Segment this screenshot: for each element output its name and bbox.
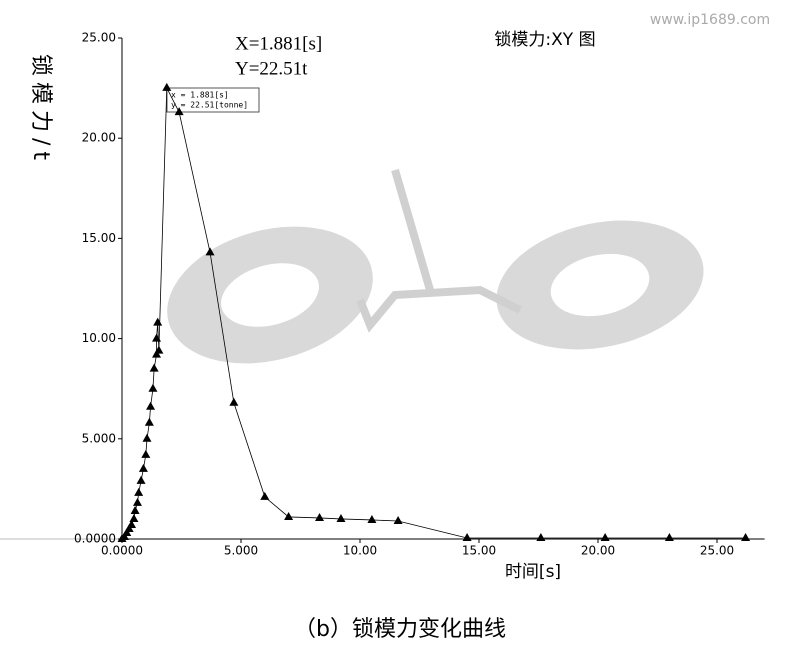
y-tick-label: 5.000 (82, 431, 116, 445)
data-point (142, 433, 152, 442)
x-tick-label: 5.000 (224, 544, 258, 558)
x-axis-label: 时间[s] (505, 562, 561, 582)
data-point (229, 397, 239, 406)
data-point (130, 505, 140, 514)
x-tick-label: 20.00 (581, 544, 615, 558)
data-point (462, 532, 472, 541)
caption: （b）锁模力变化曲线 (294, 617, 506, 642)
x-tick-label: 25.00 (700, 544, 734, 558)
y-tick-label: 0.0000 (74, 532, 116, 546)
data-point (141, 449, 151, 458)
data-point (284, 511, 294, 520)
y-tick-label: 25.00 (82, 31, 116, 45)
data-point (146, 401, 156, 410)
x-tick-label: 0.0000 (101, 544, 143, 558)
data-point (664, 532, 674, 541)
data-point (260, 491, 270, 500)
data-point (336, 513, 346, 522)
data-point (152, 349, 162, 358)
data-point (132, 497, 142, 506)
background-graphic (167, 168, 704, 364)
data-point (127, 519, 137, 528)
data-point (138, 463, 148, 472)
data-point (162, 82, 172, 91)
data-point (367, 514, 377, 523)
data-point (393, 515, 403, 524)
y-tick-label: 20.00 (82, 131, 116, 145)
data-point (144, 417, 154, 426)
data-point (124, 523, 134, 532)
data-point (122, 527, 132, 536)
annotation: X=1.881[s] (235, 33, 322, 54)
chart-title: 锁模力:XY 图 (494, 30, 595, 50)
y-axis-label: 锁模力/t (28, 54, 53, 166)
annotation: Y=22.51t (235, 58, 308, 79)
data-point (134, 487, 144, 496)
y-tick-label: 10.00 (82, 331, 116, 345)
data-point (129, 513, 139, 522)
data-point (119, 531, 129, 540)
y-tick-label: 15.00 (82, 231, 116, 245)
tooltip-text: x = 1.881[s] (171, 91, 229, 100)
tooltip-text: y = 22.51[tonne] (171, 101, 248, 110)
data-point (154, 345, 164, 354)
data-point (149, 363, 159, 372)
data-point (152, 333, 162, 342)
data-point (174, 107, 184, 116)
data-point (153, 317, 163, 326)
watermark: www.ip1689.com (650, 12, 770, 28)
data-point (148, 383, 158, 392)
data-point (315, 512, 325, 521)
x-tick-label: 15.00 (462, 544, 496, 558)
data-point (136, 475, 146, 484)
x-tick-label: 10.00 (343, 544, 377, 558)
data-point (600, 532, 610, 541)
data-point (205, 247, 215, 256)
data-point (536, 532, 546, 541)
tooltip-box (166, 87, 260, 113)
data-point (741, 532, 751, 541)
